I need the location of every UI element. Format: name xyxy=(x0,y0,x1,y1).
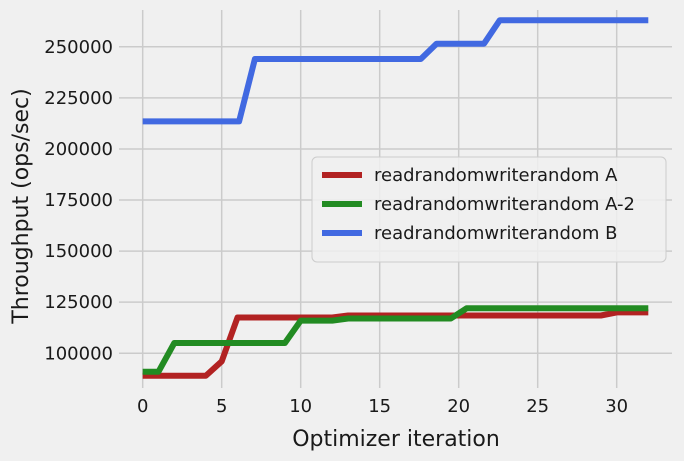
series-line xyxy=(142,309,649,379)
legend: readrandomwriterandom A readrandomwritera… xyxy=(311,156,667,263)
x-tick-label: 20 xyxy=(447,396,470,417)
y-tick-label: 225000 xyxy=(44,88,113,109)
y-tick-label: 150000 xyxy=(44,241,113,262)
y-tick-label: 125000 xyxy=(44,292,113,313)
x-tick-label: 30 xyxy=(605,396,628,417)
legend-label: readrandomwriterandom B xyxy=(374,223,617,244)
legend-label: readrandomwriterandom A xyxy=(374,165,618,186)
y-tick-label: 100000 xyxy=(44,343,113,364)
y-tick-label: 175000 xyxy=(44,190,113,211)
x-tick-label: 15 xyxy=(368,396,391,417)
x-tick-label: 10 xyxy=(289,396,312,417)
x-axis-title: Optimizer iteration xyxy=(292,427,500,452)
series-line xyxy=(142,305,649,375)
y-tick-labels: 100000 125000 150000 175000 200000 225000 2500… xyxy=(44,37,113,364)
x-tick-label: 0 xyxy=(137,396,148,417)
series-line xyxy=(142,17,649,125)
x-tick-labels: 0 5 10 15 20 25 30 xyxy=(137,396,628,417)
legend-label: readrandomwriterandom A-2 xyxy=(374,194,635,215)
x-tick-label: 5 xyxy=(216,396,227,417)
legend-box xyxy=(311,156,667,263)
x-tick-label: 25 xyxy=(526,396,549,417)
y-tick-label: 250000 xyxy=(44,37,113,58)
y-tick-label: 200000 xyxy=(44,139,113,160)
series-lines xyxy=(142,17,649,379)
y-axis-title: Throughput (ops/sec) xyxy=(9,88,34,324)
